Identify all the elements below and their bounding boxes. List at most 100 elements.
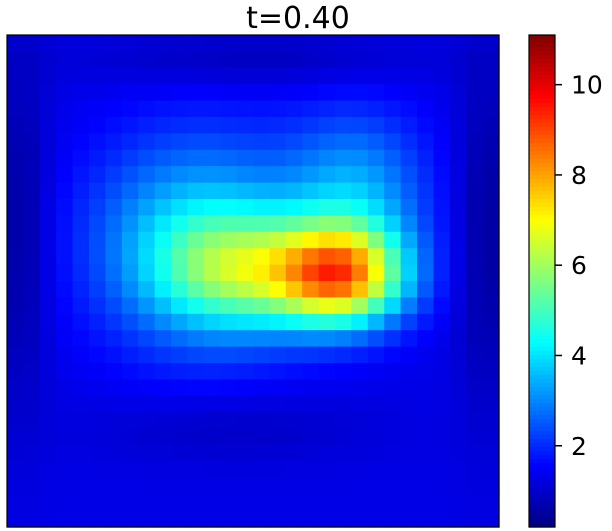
heatmap-cell (89, 149, 106, 167)
heatmap-cell (171, 215, 188, 233)
heatmap-cell (236, 248, 254, 266)
heatmap-cell (285, 67, 303, 85)
heatmap-cell (23, 51, 41, 69)
heatmap-cell (367, 428, 385, 446)
heatmap-cell (187, 67, 205, 85)
heatmap-cell (39, 445, 57, 462)
heatmap-cell (72, 363, 90, 380)
heatmap-cell (105, 461, 123, 479)
heatmap-cell (56, 330, 74, 348)
heatmap-cell (171, 445, 188, 462)
heatmap-cell (351, 395, 369, 413)
heatmap-cell (89, 166, 106, 184)
heatmap-cell (449, 51, 467, 69)
heatmap-cell (171, 363, 188, 380)
heatmap-cell (367, 363, 385, 380)
heatmap-cell (482, 35, 500, 52)
heatmap-cell (351, 281, 369, 298)
heatmap-cell (285, 215, 303, 233)
heatmap-cell (72, 215, 90, 233)
heatmap-cell (39, 379, 57, 397)
heatmap-cell (285, 510, 303, 528)
heatmap-cell (187, 379, 205, 397)
heatmap-cell (449, 494, 467, 512)
heatmap-cell (7, 182, 24, 200)
heatmap-cell (417, 428, 434, 446)
colorbar-tick-label: 6 (571, 251, 587, 280)
heatmap-cell (72, 84, 90, 102)
heatmap-cell (433, 231, 451, 249)
heatmap-cell (236, 84, 254, 102)
heatmap-cell (318, 510, 336, 528)
heatmap-cell (384, 428, 402, 446)
heatmap-cell (187, 215, 205, 233)
heatmap-cell (138, 166, 156, 184)
heatmap-cell (400, 395, 418, 413)
heatmap-cell (433, 363, 451, 380)
heatmap-cell (56, 281, 74, 298)
heatmap-cell (7, 199, 24, 216)
heatmap-cell (72, 346, 90, 364)
heatmap-cell (23, 84, 41, 102)
heatmap-cell (433, 313, 451, 331)
heatmap-cell (89, 510, 106, 528)
heatmap-cell (105, 149, 123, 167)
heatmap-cell (285, 428, 303, 446)
heatmap-cell (482, 149, 500, 167)
heatmap-cell (351, 248, 369, 266)
heatmap-cell (203, 428, 221, 446)
colorbar-segment (529, 467, 555, 472)
heatmap-cell (171, 84, 188, 102)
heatmap-cell (253, 363, 270, 380)
heatmap-cell (253, 182, 270, 200)
heatmap-cell (236, 215, 254, 233)
heatmap-cell (433, 133, 451, 151)
heatmap-cell (138, 100, 156, 118)
heatmap-cell (138, 330, 156, 348)
heatmap-cell (105, 445, 123, 462)
heatmap-cell (121, 264, 139, 282)
heatmap-cell (302, 166, 320, 184)
heatmap-cell (154, 182, 172, 200)
colorbar-segment (529, 479, 555, 484)
heatmap-cell (39, 166, 57, 184)
heatmap-cell (351, 84, 369, 102)
heatmap-cell (367, 100, 385, 118)
heatmap-cell (335, 461, 352, 479)
heatmap-cell (154, 35, 172, 52)
heatmap-cell (302, 84, 320, 102)
heatmap-cell (253, 313, 270, 331)
heatmap-cell (302, 248, 320, 266)
heatmap-cell (433, 445, 451, 462)
heatmap-cell (121, 461, 139, 479)
heatmap-cell (482, 428, 500, 446)
colorbar-segment (529, 455, 555, 460)
colorbar-segment (529, 235, 555, 240)
heatmap-cell (56, 100, 74, 118)
heatmap-cell (400, 363, 418, 380)
heatmap-cell (72, 494, 90, 512)
heatmap-cell (466, 67, 484, 85)
heatmap-cell (433, 84, 451, 102)
heatmap-cell (89, 199, 106, 216)
colorbar-segment (529, 447, 555, 452)
heatmap-cell (285, 330, 303, 348)
heatmap-cell (121, 35, 139, 52)
heatmap-cell (89, 477, 106, 495)
heatmap-cell (318, 117, 336, 134)
heatmap-cell (56, 67, 74, 85)
heatmap-cell (433, 346, 451, 364)
heatmap-cell (482, 494, 500, 512)
heatmap-cell (7, 494, 24, 512)
colorbar-segment (529, 243, 555, 248)
heatmap-cell (384, 477, 402, 495)
heatmap-cell (203, 51, 221, 69)
heatmap-cell (23, 264, 41, 282)
heatmap-cell (335, 412, 352, 430)
heatmap-cell (220, 281, 238, 298)
heatmap-cell (220, 346, 238, 364)
heatmap-cell (23, 313, 41, 331)
heatmap-cell (253, 248, 270, 266)
heatmap-cell (482, 281, 500, 298)
heatmap-cell (367, 182, 385, 200)
